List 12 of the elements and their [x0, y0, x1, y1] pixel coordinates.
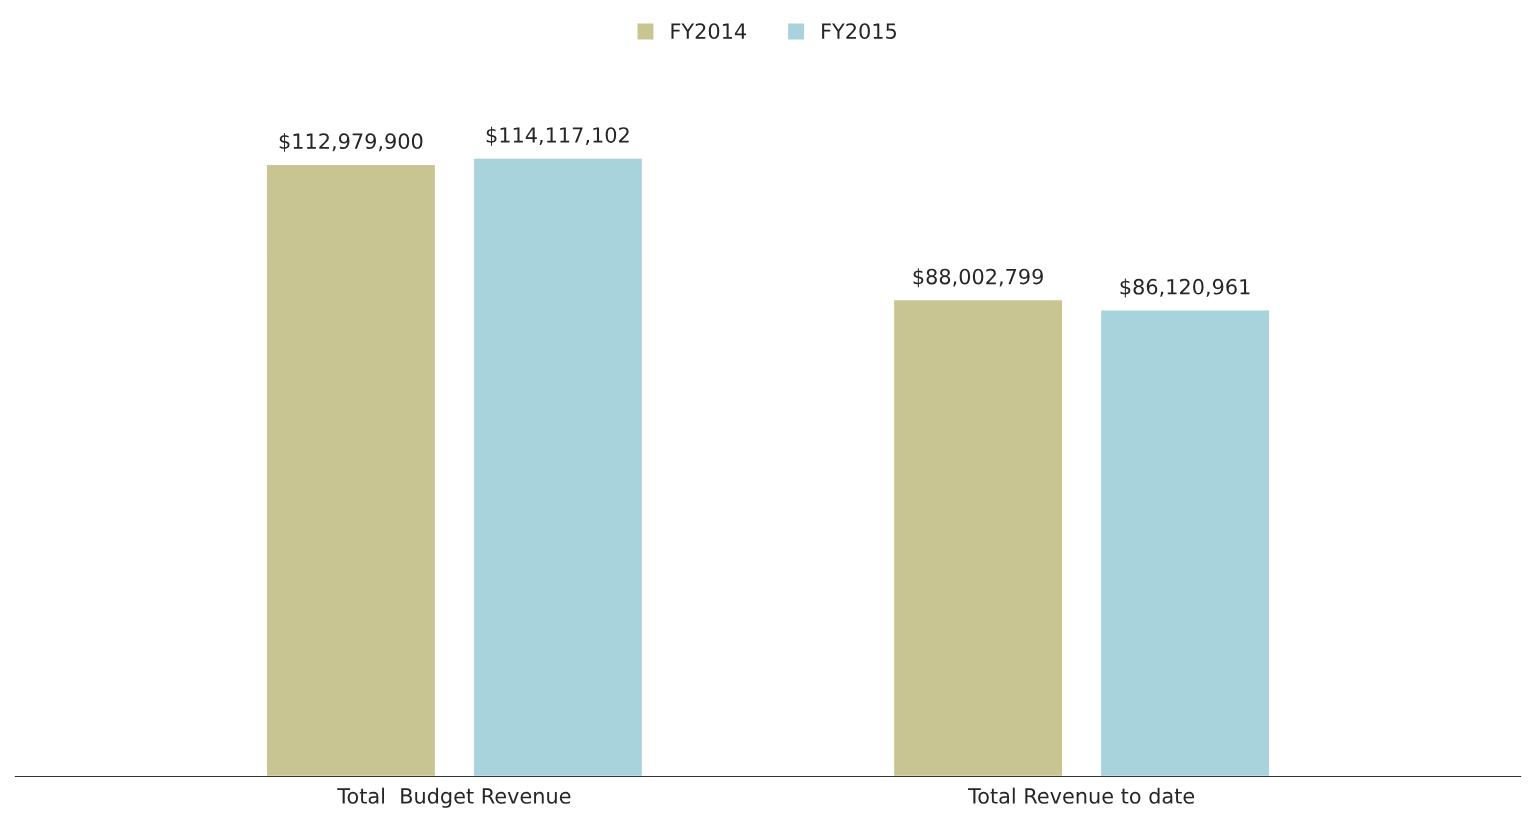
legend-label: FY2014	[671, 23, 746, 39]
data-label: $112,979,900	[279, 132, 423, 152]
legend-label: FY2015	[822, 23, 896, 39]
data-label: $88,002,799	[913, 268, 1043, 288]
x-tick-label: Total Budget Revenue	[337, 787, 571, 808]
x-tick-label: Total Revenue to date	[967, 787, 1195, 804]
data-label: $86,120,961	[1120, 278, 1250, 298]
bar	[472, 157, 644, 777]
bar	[892, 298, 1064, 777]
data-label: $114,117,102	[486, 126, 629, 146]
bar	[1099, 309, 1271, 777]
bar	[265, 163, 437, 777]
